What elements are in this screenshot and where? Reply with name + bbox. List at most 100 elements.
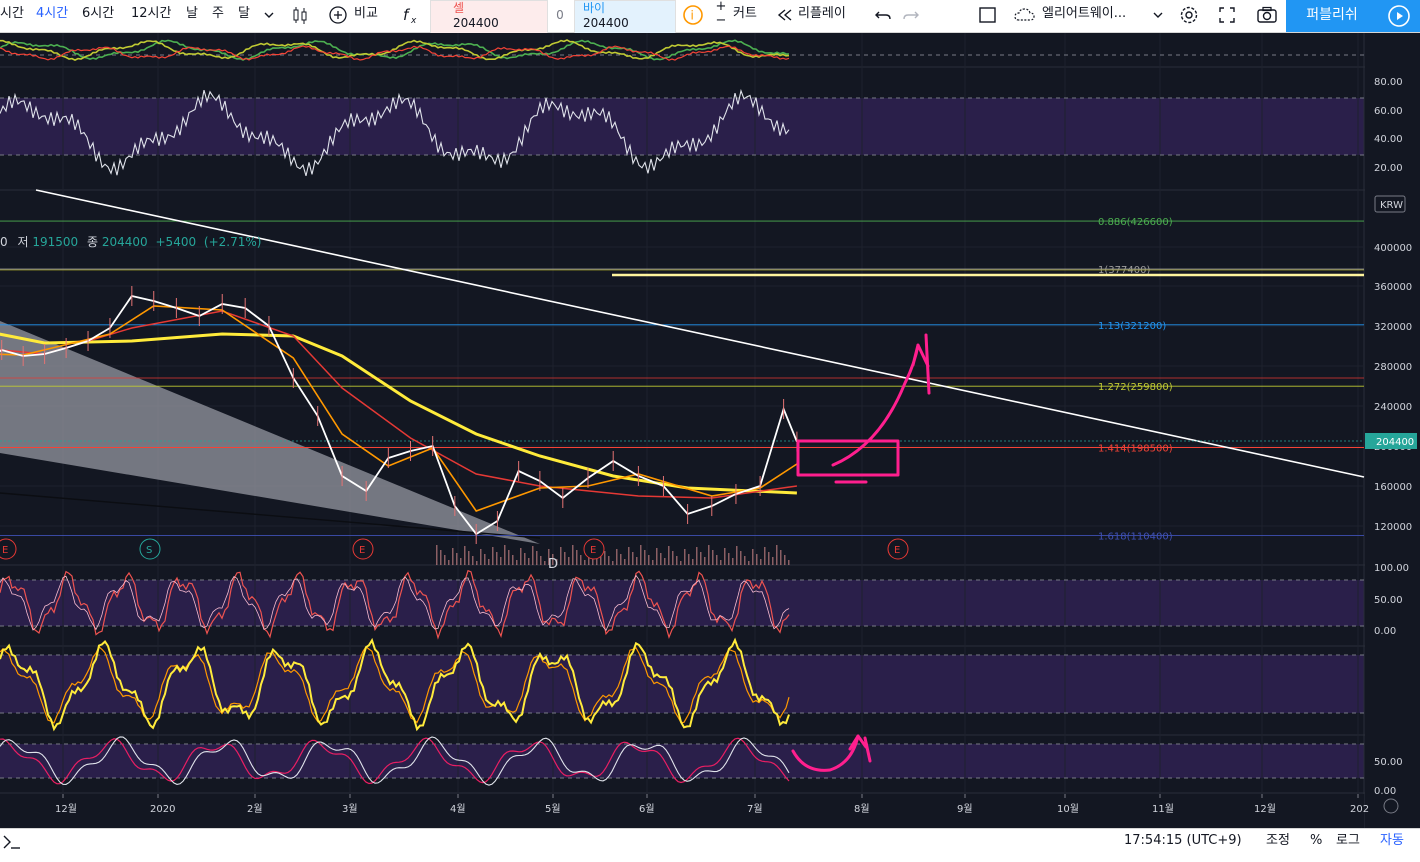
time-tick-label: 5월 <box>545 803 561 815</box>
volume-bar <box>692 559 694 565</box>
volume-bar <box>440 550 442 565</box>
info-icon[interactable]: i <box>680 3 706 27</box>
clock[interactable]: 17:54:15 (UTC+9) <box>1124 833 1242 848</box>
volume-bar <box>580 555 582 565</box>
volume-bar <box>492 547 494 565</box>
layout-name[interactable]: 엘리어트웨이... <box>1042 6 1127 21</box>
interval-6h[interactable]: 6시간 <box>82 6 115 21</box>
sell-order-button[interactable]: 셀 204400 <box>430 0 548 34</box>
sell-label: 셀 <box>453 1 465 15</box>
volume-bar <box>564 552 566 565</box>
volume-bar <box>496 552 498 565</box>
bottom-status-bar: 17:54:15 (UTC+9) 조정 % 로그 자동 <box>0 828 1420 862</box>
layout-chevron-down-icon[interactable] <box>1150 3 1166 27</box>
volume-bar <box>732 558 734 565</box>
rsi-pane <box>0 88 1364 177</box>
interval-4h[interactable]: 4시간 <box>36 6 69 21</box>
interval-month[interactable]: 달 <box>238 6 250 21</box>
pink-arrow-shaft[interactable] <box>924 333 931 395</box>
interval-day[interactable]: 날 <box>186 6 198 21</box>
price-tick-label: 240000 <box>1374 402 1412 413</box>
time-tick-label: 6월 <box>639 803 655 815</box>
volume-bar <box>504 545 506 565</box>
time-axis[interactable]: 12월 2020 2월 3월 4월 5월 6월 7월 8월 9월 10월 11월 12월 202 <box>0 794 1399 828</box>
volume-bar <box>616 549 618 565</box>
volume-bar <box>444 555 446 565</box>
rsi-tick-label: 40.00 <box>1374 134 1403 145</box>
fullscreen-square-icon[interactable] <box>976 3 1000 27</box>
cloud-icon[interactable] <box>1012 3 1038 27</box>
quantity-stepper[interactable]: + − <box>712 0 730 32</box>
volume-bar <box>596 558 598 565</box>
play-icon <box>1388 5 1410 27</box>
replay-button[interactable]: 리플레이 <box>798 6 846 21</box>
last-price-label: 204400 <box>1376 437 1414 448</box>
volume-bar <box>688 554 690 565</box>
gear-icon[interactable] <box>1177 3 1201 27</box>
volume-bar <box>704 557 706 565</box>
volume-bar <box>604 551 606 565</box>
fib-level-label: 0.886(426600) <box>1098 217 1173 228</box>
camera-icon[interactable] <box>1255 3 1279 27</box>
compare-button[interactable]: 비교 <box>354 6 378 21</box>
replay-icon[interactable] <box>774 3 796 27</box>
gray-wedge-drawing[interactable] <box>0 321 540 544</box>
volume-bar <box>668 546 670 565</box>
buy-order-button[interactable]: 바이 204400 <box>574 0 676 34</box>
volume-bar <box>516 560 518 565</box>
fib-level-label: 1(377400) <box>1098 265 1150 276</box>
volume-bar <box>572 545 574 565</box>
auto-button[interactable]: 자동 <box>1380 833 1404 848</box>
price-axis[interactable]: 4000003600003200002800002400002000001600… <box>1365 33 1420 828</box>
volume-bar <box>744 556 746 565</box>
percent-button[interactable]: % <box>1310 833 1323 848</box>
volume-bar <box>684 549 686 565</box>
event-marker <box>352 538 374 560</box>
volume-bar <box>468 551 470 565</box>
time-tick-label: 10월 <box>1057 803 1079 815</box>
event-marker <box>887 538 909 560</box>
volume-bar <box>464 546 466 565</box>
volume-bar <box>712 550 714 565</box>
volume-bar <box>784 555 786 565</box>
date-range-icon[interactable] <box>2 832 22 852</box>
interval-12h[interactable]: 12시간 <box>131 6 172 21</box>
adjust-button[interactable]: 조정 <box>1266 833 1290 848</box>
user-drawings[interactable] <box>791 333 931 772</box>
log-button[interactable]: 로그 <box>1336 833 1360 848</box>
undo-icon[interactable] <box>872 3 894 27</box>
volume-bar <box>508 550 510 565</box>
chart-canvas[interactable]: 0.886(426600) 1(377400) 1.13(321200) 1.272(… <box>0 33 1420 828</box>
pink-box-drawing[interactable] <box>796 439 900 477</box>
volume-bar <box>648 555 650 565</box>
axis-settings-icon[interactable] <box>1383 798 1399 814</box>
pink-arrow-bottom[interactable] <box>791 734 872 772</box>
chevron-down-icon[interactable] <box>260 3 278 27</box>
downtrend-line[interactable] <box>35 189 1365 478</box>
alert-button[interactable]: 커트 <box>733 6 757 21</box>
volume-bar <box>540 556 542 565</box>
interval-week[interactable]: 주 <box>212 6 224 21</box>
redo-icon[interactable] <box>900 3 922 27</box>
time-tick-label: 7월 <box>747 803 763 815</box>
volume-bar <box>488 559 490 565</box>
minus-icon[interactable]: − <box>715 13 727 28</box>
spread-value: 0 <box>556 8 564 22</box>
interval-1h[interactable]: 시간 <box>0 6 24 21</box>
time-tick-label: 9월 <box>957 803 973 815</box>
volume-bar <box>556 559 558 565</box>
candlestick-icon[interactable] <box>288 3 312 27</box>
currency-badge[interactable] <box>1374 195 1406 213</box>
add-compare-icon[interactable] <box>326 3 350 27</box>
publish-button[interactable]: 퍼블리쉬 <box>1286 0 1378 32</box>
volume-bar <box>676 556 678 565</box>
chart-area[interactable]: 0.886(426600) 1(377400) 1.13(321200) 1.272(… <box>0 33 1420 828</box>
expand-icon[interactable] <box>1215 3 1239 27</box>
volume-bar <box>728 553 730 565</box>
ohlc-legend: 0 저 191500 종 204400 +5400 (+2.71%) <box>0 233 261 250</box>
price-tick-label: 400000 <box>1374 243 1412 254</box>
volume-bar <box>628 547 630 565</box>
play-button[interactable] <box>1378 0 1420 32</box>
plus-icon[interactable]: + <box>715 0 727 14</box>
